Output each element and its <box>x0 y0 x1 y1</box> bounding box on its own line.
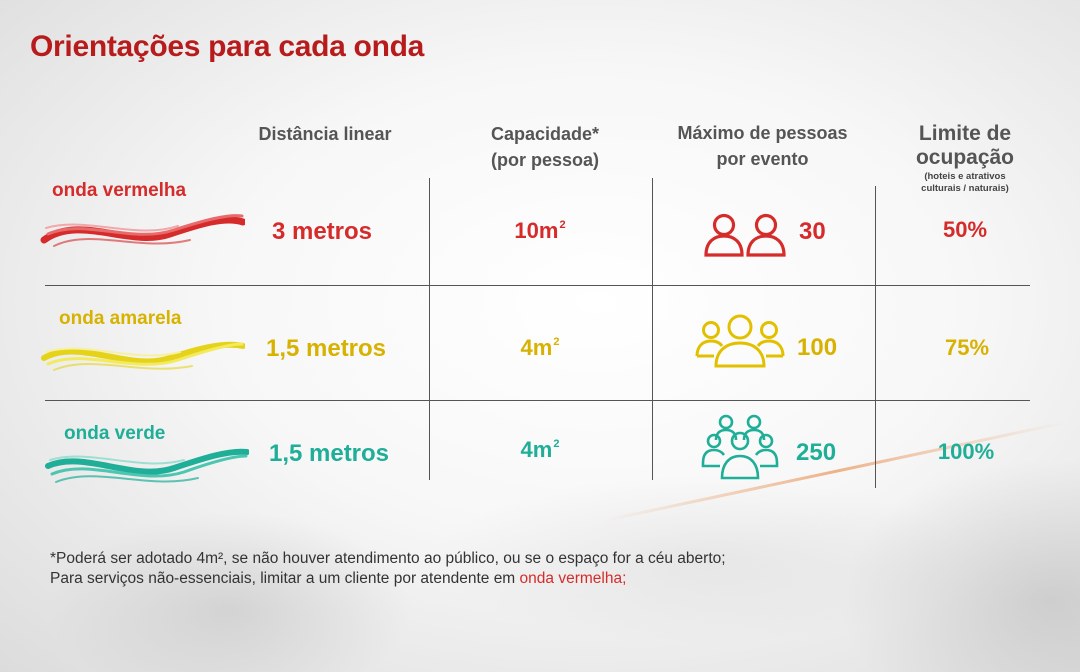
header-capacity-line2: (por pessoa) <box>490 150 600 170</box>
header-distance-label: Distância linear <box>258 124 392 144</box>
distance-yellow: 1,5 metros <box>265 335 387 362</box>
header-capacity-line1: Capacidade* <box>490 124 600 144</box>
wave-label-yellow: onda amarela <box>59 308 182 329</box>
distance-red: 3 metros <box>271 218 373 245</box>
background-light-streak <box>604 421 1066 522</box>
footnote-highlight: onda vermelha; <box>519 570 627 587</box>
capacity-red-value: 10m <box>514 218 559 243</box>
capacity-yellow-exp: 2 <box>553 336 560 348</box>
header-max-line1: Máximo de pessoas <box>677 123 848 143</box>
capacity-green-value: 4m <box>520 437 553 462</box>
header-limit: Limite de ocupação (hoteis e atrativos c… <box>890 121 1040 195</box>
crowd-icon <box>701 414 779 480</box>
page-title: Orientações para cada onda <box>30 30 425 63</box>
three-people-icon <box>695 314 785 368</box>
grid-vline-1 <box>429 178 430 480</box>
capacity-green-exp: 2 <box>553 438 560 450</box>
header-distance: Distância linear <box>225 121 425 147</box>
wave-label-green: onda verde <box>64 423 166 444</box>
capacity-green: 4m2 <box>445 437 635 463</box>
header-limit-sub2: culturais / naturais) <box>921 183 1009 194</box>
red-wave-icon <box>40 214 245 247</box>
header-max-people: Máximo de pessoas por evento <box>650 120 875 172</box>
header-capacity: Capacidade* (por pessoa) <box>450 121 640 173</box>
capacity-red-exp: 2 <box>559 219 566 231</box>
yellow-wave-icon <box>41 341 245 371</box>
footnote-line1: *Poderá ser adotado 4m², se não houver a… <box>50 550 726 567</box>
green-wave-icon <box>45 448 249 483</box>
max-people-red: 30 <box>799 218 826 245</box>
header-max-line2: por evento <box>716 149 809 169</box>
capacity-yellow-value: 4m <box>520 335 553 360</box>
footnote-line2-text: Para serviços não-essenciais, limitar a … <box>50 570 520 587</box>
capacity-yellow: 4m2 <box>445 335 635 361</box>
distance-green: 1,5 metros <box>268 440 390 467</box>
header-limit-line1: Limite de <box>918 122 1012 145</box>
grid-hline-2 <box>45 400 1030 401</box>
max-people-green: 250 <box>796 439 837 466</box>
footnote-line2: Para serviços não-essenciais, limitar a … <box>50 569 726 589</box>
grid-vline-2 <box>652 178 653 480</box>
grid-hline-1 <box>45 285 1030 286</box>
header-limit-sub1: (hoteis e atrativos <box>924 171 1006 182</box>
footnote: *Poderá ser adotado 4m², se não houver a… <box>50 549 726 589</box>
two-people-icon <box>704 213 786 257</box>
limit-yellow: 75% <box>944 335 990 360</box>
header-limit-line2: ocupação <box>915 146 1015 169</box>
limit-red: 50% <box>942 217 988 242</box>
max-people-yellow: 100 <box>797 334 838 361</box>
grid-vline-3 <box>875 186 876 488</box>
limit-green: 100% <box>937 439 995 464</box>
wave-label-red: onda vermelha <box>52 180 187 201</box>
capacity-red: 10m2 <box>445 218 635 244</box>
